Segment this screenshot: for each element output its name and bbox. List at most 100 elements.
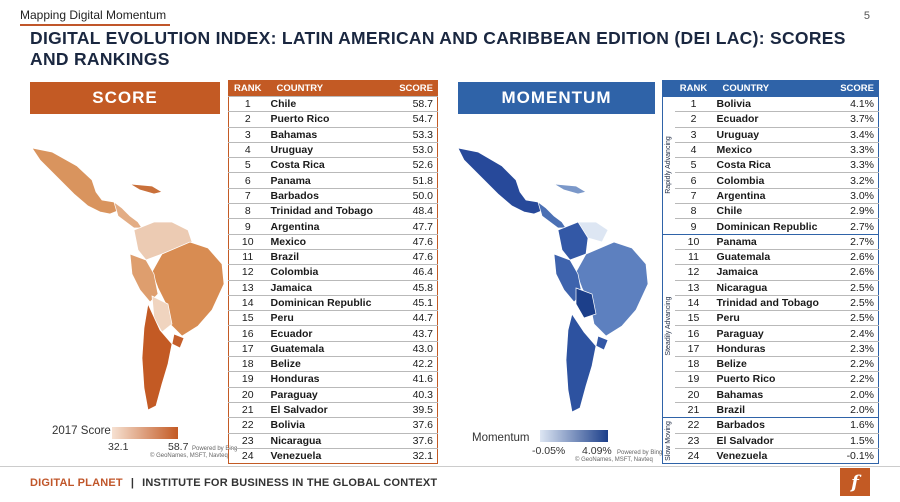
country-cell: Bahamas (712, 386, 833, 403)
country-cell: Panama (266, 172, 391, 189)
table-row: 9 Dominican Republic 2.7% (663, 218, 879, 235)
momentum-rankings-table: RANK COUNTRY SCORE Rapidly Advancing 1 Bol… (662, 80, 879, 465)
momentum-group-cell: Slow Moving (662, 417, 675, 464)
rank-cell: 7 (674, 187, 713, 204)
table-row: 19 Honduras 41.6 (228, 371, 438, 388)
country-cell: Bahamas (266, 126, 391, 143)
table-row: 23 El Salvador 1.5% (663, 432, 879, 449)
country-cell: Trinidad and Tobago (712, 294, 833, 311)
country-cell: Honduras (712, 340, 833, 357)
rank-cell: 20 (228, 386, 267, 403)
momentum-header-rank: RANK (674, 80, 713, 97)
table-row: 18 Belize 2.2% (663, 356, 879, 372)
table-row: 14 Trinidad and Tobago 2.5% (663, 294, 879, 311)
score-credit-line2: © GeoNames, MSFT, Navteq (150, 453, 228, 459)
score-header-rank: RANK (228, 80, 267, 97)
score-cell: 2.7% (832, 218, 879, 235)
rank-cell: 8 (674, 203, 713, 219)
rank-cell: 21 (228, 401, 267, 418)
score-map-credit: Powered by Bing © GeoNames, MSFT, Navteq (150, 446, 237, 460)
rank-cell: 11 (674, 248, 713, 265)
rank-cell: 8 (228, 203, 267, 219)
table-row: 4 Uruguay 53.0 (228, 141, 438, 158)
rank-cell: 23 (674, 432, 713, 449)
score-cell: 1.6% (832, 417, 879, 434)
rank-cell: 12 (674, 264, 713, 281)
table-row: 6 Colombia 3.2% (663, 172, 879, 189)
country-cell: Mexico (266, 233, 391, 250)
rank-cell: 23 (228, 432, 267, 449)
country-cell: El Salvador (712, 432, 833, 449)
score-cell: 58.7 (390, 95, 438, 112)
momentum-group-label: Slow Moving (664, 420, 672, 461)
score-cell: 2.3% (832, 340, 879, 357)
rank-cell: 24 (674, 447, 713, 464)
momentum-group-label: Rapidly Advancing (664, 136, 672, 195)
score-cell: 47.7 (390, 218, 438, 235)
table-row: 17 Honduras 2.3% (663, 340, 879, 357)
rank-cell: 1 (674, 95, 713, 112)
table-row: Slow Moving 22 Barbados 1.6% (662, 417, 879, 464)
country-cell: Bolivia (712, 95, 833, 112)
score-choropleth-map (31, 147, 225, 411)
score-table-header: RANK COUNTRY SCORE (228, 80, 438, 97)
rank-cell: 9 (228, 218, 267, 235)
score-cell: 42.2 (390, 356, 438, 372)
country-cell: Bolivia (266, 417, 391, 434)
score-cell: 2.4% (832, 325, 879, 342)
momentum-header-country: COUNTRY (712, 80, 833, 97)
country-cell: Venezuela (266, 447, 391, 464)
table-row: 18 Belize 42.2 (228, 356, 438, 372)
rank-cell: 1 (228, 95, 267, 112)
table-row: 9 Argentina 47.7 (228, 218, 438, 235)
rank-cell: 7 (228, 187, 267, 204)
map-region-mexico (31, 147, 121, 215)
rank-cell: 18 (228, 356, 267, 372)
fletcher-logo: f (840, 468, 870, 496)
table-row: 19 Puerto Rico 2.2% (663, 371, 879, 388)
table-row: 7 Argentina 3.0% (663, 187, 879, 204)
rank-cell: 6 (674, 172, 713, 189)
country-cell: Uruguay (266, 141, 391, 158)
score-cell: 4.1% (832, 95, 879, 112)
country-cell: Costa Rica (712, 157, 833, 173)
table-row: 8 Chile 2.9% (663, 203, 879, 219)
score-rankings-table: RANK COUNTRY SCORE 1 Chile 58.7 2 Puerto Ric… (228, 80, 438, 465)
score-banner: SCORE (30, 82, 220, 114)
rank-cell: 9 (674, 218, 713, 235)
country-cell: Belize (266, 356, 391, 372)
country-cell: Trinidad and Tobago (266, 203, 391, 219)
momentum-banner: MOMENTUM (458, 82, 655, 114)
score-cell: 2.5% (832, 279, 879, 296)
table-row: 3 Bahamas 53.3 (228, 126, 438, 143)
momentum-group-cell: Rapidly Advancing (662, 96, 675, 235)
map-region-bolivia (575, 287, 597, 319)
country-cell: Peru (712, 310, 833, 326)
table-row: 3 Uruguay 3.4% (663, 126, 879, 143)
map-region-brazil (575, 241, 649, 337)
score-cell: 2.6% (832, 248, 879, 265)
table-row: 6 Panama 51.8 (228, 172, 438, 189)
country-cell: Ecuador (712, 111, 833, 128)
rank-cell: 21 (674, 401, 713, 418)
table-row: 13 Jamaica 45.8 (228, 279, 438, 296)
map-region-caribbean (129, 183, 163, 195)
rank-cell: 12 (228, 264, 267, 281)
country-cell: Nicaragua (712, 279, 833, 296)
score-cell: 43.7 (390, 325, 438, 342)
country-cell: Uruguay (712, 126, 833, 143)
momentum-group-cell: Steadily Advancing (662, 233, 675, 418)
country-cell: Paraguay (712, 325, 833, 342)
score-cell: 2.0% (832, 401, 879, 418)
score-cell: 46.4 (390, 264, 438, 281)
score-cell: 37.6 (390, 432, 438, 449)
table-row: 16 Ecuador 43.7 (228, 325, 438, 342)
score-cell: 39.5 (390, 401, 438, 418)
rank-cell: 15 (228, 310, 267, 326)
rank-cell: 4 (228, 141, 267, 158)
country-cell: Barbados (266, 187, 391, 204)
score-cell: 53.3 (390, 126, 438, 143)
table-row: 24 Venezuela 32.1 (228, 447, 438, 464)
table-row: 20 Bahamas 2.0% (663, 386, 879, 403)
table-row: 5 Costa Rica 3.3% (663, 157, 879, 173)
